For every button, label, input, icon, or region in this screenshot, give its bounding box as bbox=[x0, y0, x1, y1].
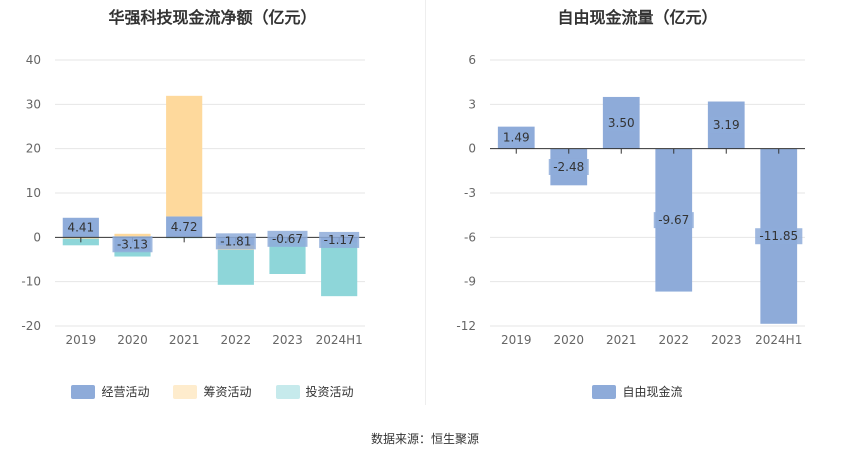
x-tick-label: 2021 bbox=[606, 333, 637, 347]
legend-label: 经营活动 bbox=[101, 385, 150, 399]
data-label-bg bbox=[267, 230, 308, 247]
x-tick-label: 2023 bbox=[711, 333, 742, 347]
x-tick-label: 2022 bbox=[221, 333, 252, 347]
y-tick-label: 40 bbox=[26, 53, 41, 67]
data-label: -2.48 bbox=[553, 160, 584, 174]
data-label-bg bbox=[215, 233, 256, 250]
panel-divider bbox=[425, 0, 426, 405]
data-label: 4.72 bbox=[171, 220, 198, 234]
data-label: -11.85 bbox=[759, 229, 798, 243]
bar-筹资活动 bbox=[166, 95, 203, 217]
data-label: -1.17 bbox=[324, 233, 355, 247]
data-label-bg bbox=[499, 129, 533, 146]
right-chart-legend: 自由现金流 bbox=[425, 383, 850, 400]
legend-label: 筹资活动 bbox=[203, 385, 252, 399]
left-chart-plot: -20 -10 0 10 20 30 40 2019 2020 2021 2022 2023 2024H… bbox=[21, 53, 365, 347]
bar-投资活动 bbox=[114, 251, 151, 257]
data-label-bg bbox=[64, 219, 98, 236]
y-tick-label: 10 bbox=[26, 186, 41, 200]
legend-swatch bbox=[592, 384, 617, 399]
x-tick-label: 2022 bbox=[658, 333, 689, 347]
left-chart-panel: 华强科技现金流净额（亿元） -20 -10 0 10 20 30 40 2019 2020 202… bbox=[0, 0, 425, 420]
data-label-bg bbox=[319, 231, 360, 248]
legend-item[interactable]: 投资活动 bbox=[275, 383, 354, 400]
right-chart-title: 自由现金流量（亿元） bbox=[557, 8, 718, 27]
x-tick-label: 2023 bbox=[272, 333, 303, 347]
data-label-bg bbox=[548, 158, 589, 175]
legend-label: 自由现金流 bbox=[622, 385, 683, 399]
y-tick-label: 0 bbox=[33, 230, 41, 244]
bar-投资活动 bbox=[217, 249, 254, 285]
y-tick-label: -3 bbox=[464, 186, 476, 200]
x-tick-label: 2024H1 bbox=[755, 333, 802, 347]
data-label-bg bbox=[653, 212, 694, 229]
data-label-bg bbox=[112, 236, 153, 253]
data-label: 3.50 bbox=[608, 116, 635, 130]
y-tick-label: 30 bbox=[26, 97, 41, 111]
y-tick-label: -20 bbox=[21, 319, 41, 333]
y-tick-label: 0 bbox=[468, 142, 476, 156]
legend-item[interactable]: 经营活动 bbox=[71, 383, 149, 400]
data-label-bg bbox=[709, 117, 743, 134]
bar-筹资活动 bbox=[114, 233, 151, 238]
y-tick-label: 20 bbox=[26, 142, 41, 156]
x-tick-label: 2020 bbox=[553, 333, 584, 347]
data-label-bg bbox=[604, 114, 638, 131]
data-label-bg bbox=[167, 218, 201, 235]
y-tick-label: -6 bbox=[464, 230, 476, 244]
data-source-note: 数据来源：恒生聚源 bbox=[370, 432, 479, 446]
legend-item[interactable]: 自由现金流 bbox=[592, 383, 683, 400]
data-label-bg bbox=[755, 228, 803, 245]
x-tick-label: 2019 bbox=[66, 333, 97, 347]
x-tick-label: 2019 bbox=[501, 333, 532, 347]
y-tick-label: 6 bbox=[468, 53, 476, 67]
x-tick-label: 2024H1 bbox=[316, 333, 363, 347]
left-chart-legend: 经营活动 筹资活动 投资活动 bbox=[0, 383, 425, 400]
data-label: -1.81 bbox=[220, 234, 251, 248]
data-label: 3.19 bbox=[713, 118, 740, 132]
data-label: -0.67 bbox=[272, 232, 303, 246]
legend-swatch bbox=[71, 384, 96, 399]
data-label: -9.67 bbox=[658, 213, 689, 227]
x-tick-label: 2020 bbox=[117, 333, 148, 347]
legend-swatch bbox=[275, 384, 300, 399]
y-tick-label: -9 bbox=[464, 275, 476, 289]
y-tick-label: -12 bbox=[456, 319, 476, 333]
y-tick-label: -10 bbox=[21, 275, 41, 289]
x-tick-label: 2021 bbox=[169, 333, 200, 347]
legend-label: 投资活动 bbox=[305, 385, 354, 399]
legend-swatch bbox=[173, 384, 198, 399]
right-chart-plot: -12 -9 -6 -3 0 3 6 2019 2020 2021 2022 2023 2024H1 1.… bbox=[456, 53, 805, 347]
left-chart-title: 华强科技现金流净额（亿元） bbox=[108, 8, 317, 27]
y-tick-label: 3 bbox=[468, 97, 476, 111]
bar-投资活动 bbox=[321, 242, 358, 297]
data-label: 1.49 bbox=[503, 131, 530, 145]
legend-item[interactable]: 筹资活动 bbox=[173, 383, 252, 400]
data-label: 4.41 bbox=[67, 221, 94, 235]
data-label: -3.13 bbox=[117, 237, 148, 251]
right-chart-panel: 自由现金流量（亿元） -12 -9 -6 -3 0 3 6 2019 2020 2021 2022 2… bbox=[425, 0, 850, 420]
